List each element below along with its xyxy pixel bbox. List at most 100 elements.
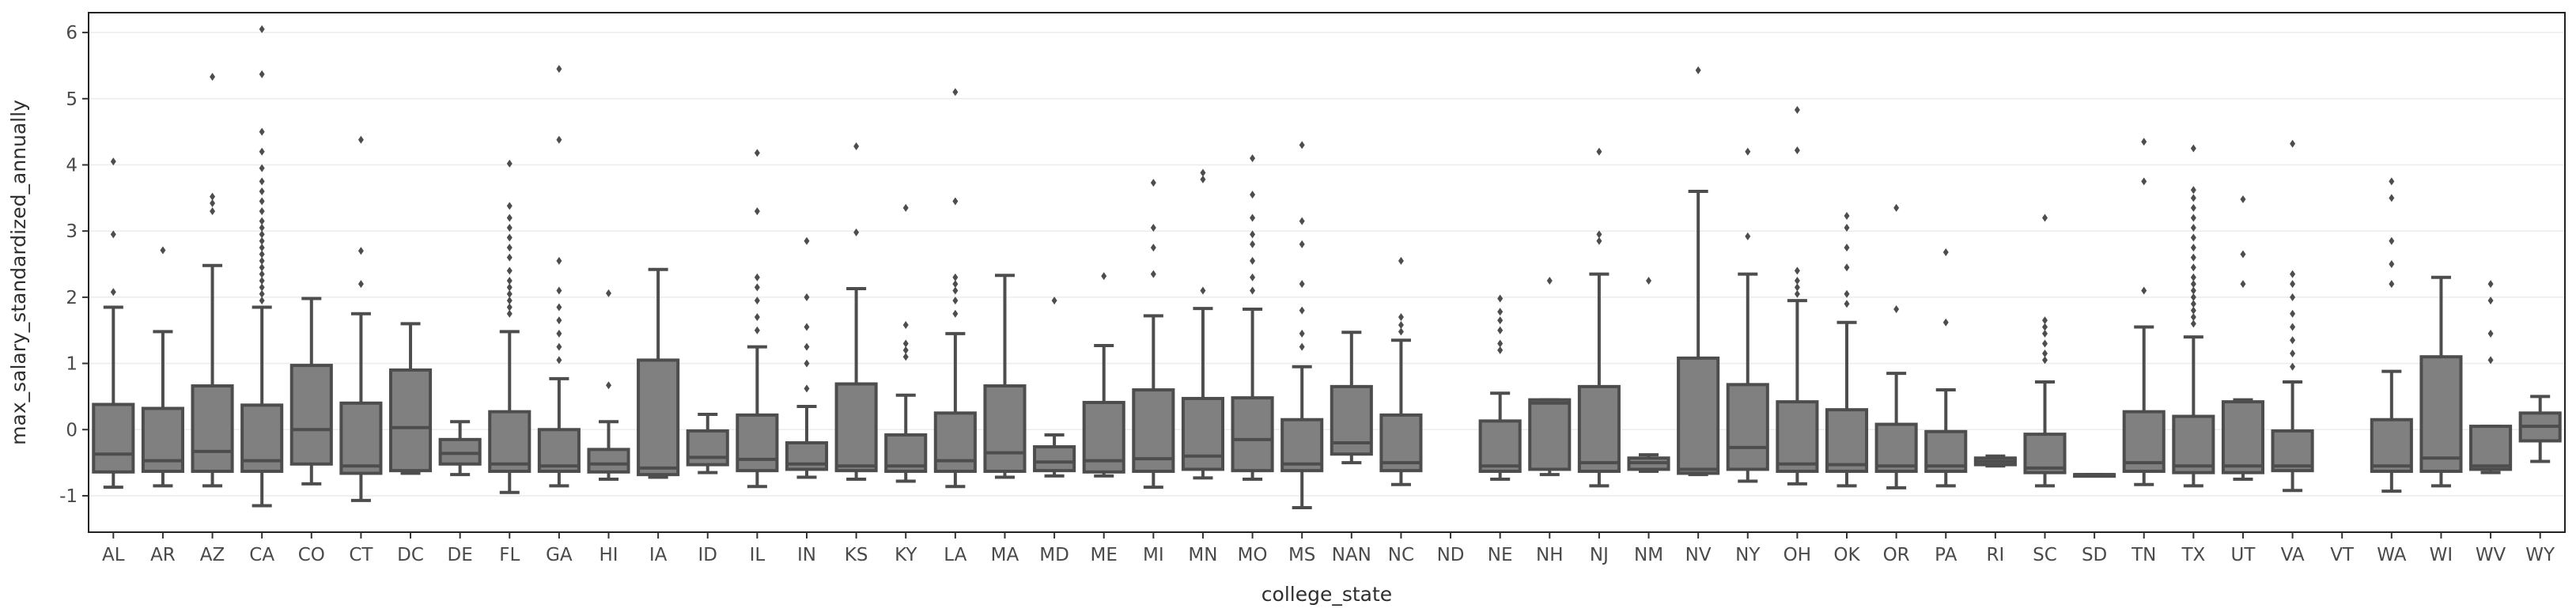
outlier-point	[506, 244, 513, 252]
outlier-point	[210, 192, 216, 201]
outlier-point	[902, 321, 909, 330]
x-tick-label: OR	[1883, 545, 1910, 565]
box-LA	[933, 88, 977, 489]
outlier-point	[1497, 294, 1504, 303]
box-ME	[1082, 272, 1125, 478]
outlier-point	[754, 312, 760, 321]
outlier-point	[556, 316, 562, 325]
box-MN	[1181, 168, 1224, 480]
outlier-point	[2290, 270, 2296, 278]
outlier-point	[2190, 244, 2196, 252]
outlier-point	[259, 25, 265, 33]
outlier-point	[259, 263, 265, 272]
box-OR	[1874, 203, 1918, 489]
y-tick-label: 1	[66, 354, 78, 375]
iqr-box	[686, 429, 729, 467]
outlier-point	[754, 297, 760, 305]
outlier-point	[754, 283, 760, 292]
outlier-point	[259, 230, 265, 239]
iqr-box	[1528, 398, 1572, 471]
outlier-point	[1646, 276, 1652, 285]
iqr-box	[1874, 422, 1918, 474]
y-tick-label: 2	[66, 288, 78, 308]
outlier-point	[1546, 276, 1553, 285]
outlier-point	[259, 244, 265, 252]
x-tick-label: NM	[1634, 545, 1663, 565]
x-tick-label: AL	[102, 545, 125, 565]
outlier-point	[259, 256, 265, 265]
outlier-point	[1844, 211, 1850, 220]
x-tick-label: WA	[2377, 545, 2406, 565]
outlier-point	[2290, 336, 2296, 345]
x-axis: AL AR AZ CA CO CT DC DE FL GA HI IA ID IL IN KS KY LA MA MD…	[102, 532, 2555, 565]
box-MI	[1132, 179, 1175, 489]
outlier-point	[556, 256, 562, 265]
y-tick-label: 0	[66, 420, 78, 440]
box-NV	[1677, 66, 1720, 477]
x-tick-label: MS	[1288, 545, 1315, 565]
outlier-point	[804, 293, 810, 301]
outlier-point	[1299, 306, 1305, 315]
outlier-point	[606, 381, 612, 390]
box-HI	[587, 289, 630, 482]
outlier-point	[1497, 346, 1504, 354]
x-tick-label: NJ	[1590, 545, 1609, 565]
x-tick-label: UT	[2231, 545, 2256, 565]
outlier-point	[1497, 326, 1504, 334]
outlier-point	[259, 177, 265, 186]
outlier-point	[2389, 236, 2395, 245]
outlier-point	[1497, 308, 1504, 316]
outlier-point	[2240, 250, 2246, 259]
iqr-box	[1776, 400, 1819, 474]
outlier-point	[1250, 191, 1256, 199]
outlier-point	[110, 288, 116, 297]
box-TX	[2172, 144, 2215, 488]
y-tick-label: -1	[59, 486, 78, 507]
outlier-point	[506, 233, 513, 242]
x-tick-label: OH	[1784, 545, 1811, 565]
outlier-point	[357, 280, 364, 289]
box-NE	[1478, 294, 1522, 482]
box-AL	[92, 157, 135, 489]
outlier-point	[804, 359, 810, 368]
x-tick-label: CO	[298, 545, 325, 565]
x-tick-label: KS	[845, 545, 868, 565]
outlier-point	[1150, 179, 1156, 187]
iqr-box	[2271, 429, 2314, 473]
y-tick-label: 4	[66, 155, 78, 176]
iqr-box	[1181, 396, 1224, 471]
outlier-point	[556, 286, 562, 295]
iqr-box	[637, 358, 680, 477]
x-tick-label: CT	[349, 545, 373, 565]
outlier-point	[1299, 217, 1305, 225]
outlier-point	[506, 224, 513, 232]
outlier-point	[1745, 232, 1751, 240]
box-IL	[736, 149, 779, 489]
outlier-point	[2190, 280, 2196, 289]
outlier-point	[754, 326, 760, 334]
x-tick-label: IN	[797, 545, 816, 565]
outlier-point	[506, 276, 513, 285]
outlier-point	[259, 127, 265, 136]
box-NH	[1528, 276, 1572, 477]
box-DE	[438, 420, 482, 477]
box-NY	[1726, 147, 1769, 483]
outlier-point	[506, 283, 513, 292]
outlier-point	[2290, 280, 2296, 289]
outlier-point	[506, 303, 513, 312]
outlier-point	[2290, 309, 2296, 318]
box-TN	[2122, 138, 2166, 486]
iqr-box	[488, 410, 531, 474]
outlier-point	[1893, 203, 1900, 212]
outlier-point	[1844, 289, 1850, 298]
x-tick-label: WY	[2525, 545, 2555, 565]
x-tick-label: TN	[2131, 545, 2156, 565]
box-MD	[1033, 297, 1076, 478]
outlier-point	[2389, 177, 2395, 186]
iqr-box	[834, 382, 878, 473]
outlier-point	[506, 309, 513, 318]
x-tick-label: AZ	[200, 545, 225, 565]
outlier-point	[902, 346, 909, 354]
outlier-point	[1299, 329, 1305, 338]
